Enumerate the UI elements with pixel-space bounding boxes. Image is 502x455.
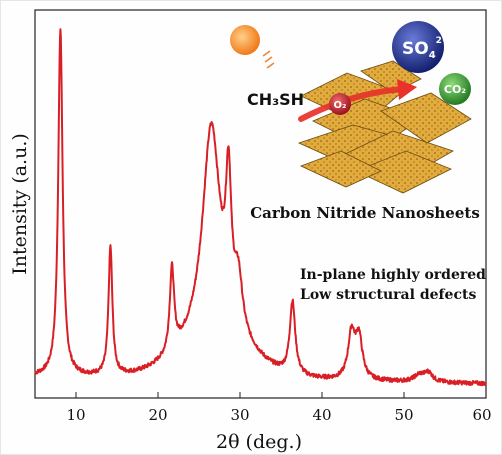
x-axis-ticks: 10 20 30 40 50 60 <box>66 392 492 424</box>
sun-icon <box>230 25 260 55</box>
annotation-defects: Low structural defects <box>300 287 476 303</box>
reaction-arrow-icon <box>298 86 406 122</box>
co2-label: CO₂ <box>444 83 466 96</box>
so4-ion-icon <box>392 21 444 73</box>
o2-molecule-icon <box>329 93 351 115</box>
so4-label: SO42− <box>402 36 449 61</box>
light-rays-icon <box>262 50 275 69</box>
annotation-ordered: In-plane highly ordered <box>300 267 486 283</box>
xrd-pattern-line <box>34 28 487 387</box>
arrow-head-icon <box>397 79 417 100</box>
x-tick-label: 10 <box>66 406 85 424</box>
graphic-caption: Carbon Nitride Nanosheets <box>250 204 480 222</box>
x-tick-label: 30 <box>230 406 249 424</box>
x-tick-label: 50 <box>394 406 413 424</box>
reactant-label: CH₃SH <box>247 90 304 109</box>
photocatalysis-graphic: O₂ SO42− CO₂ CH₃SH Carbon Nitride Nanosh… <box>230 21 480 222</box>
x-tick-label: 40 <box>312 406 331 424</box>
x-axis-title: 2θ (deg.) <box>216 431 302 453</box>
y-axis-title: Intensity (a.u.) <box>9 133 31 275</box>
o2-label: O₂ <box>334 100 347 111</box>
plot-frame <box>34 9 487 399</box>
co2-molecule-icon <box>439 73 471 105</box>
x-tick-label: 60 <box>472 406 491 424</box>
x-tick-label: 20 <box>148 406 167 424</box>
